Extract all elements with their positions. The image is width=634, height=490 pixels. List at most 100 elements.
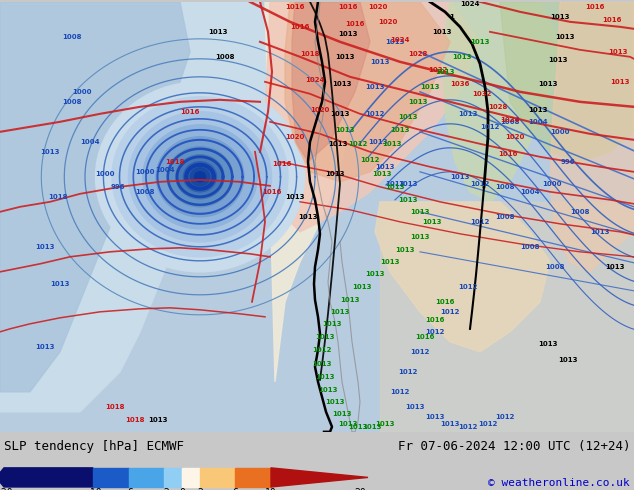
Polygon shape	[200, 468, 235, 487]
Text: 20: 20	[354, 488, 366, 490]
Text: 1000: 1000	[135, 169, 155, 175]
Polygon shape	[265, 2, 350, 382]
Text: 1008: 1008	[495, 214, 515, 220]
Text: 1013: 1013	[605, 264, 624, 270]
Text: 1013: 1013	[36, 244, 55, 250]
Text: 1013: 1013	[375, 164, 395, 170]
Ellipse shape	[183, 162, 216, 192]
Text: 1008: 1008	[500, 119, 520, 125]
Text: 1013: 1013	[313, 361, 332, 367]
Polygon shape	[380, 202, 634, 432]
Text: 1013: 1013	[370, 59, 390, 65]
Text: SLP tendency [hPa] ECMWF: SLP tendency [hPa] ECMWF	[4, 440, 184, 453]
Text: 1024: 1024	[305, 77, 325, 83]
Polygon shape	[442, 2, 560, 202]
Text: 1013: 1013	[208, 29, 228, 35]
Text: 1013: 1013	[368, 139, 388, 145]
Text: 1012: 1012	[360, 157, 380, 163]
Text: 1013: 1013	[148, 417, 168, 423]
Text: 1013: 1013	[470, 39, 489, 45]
Ellipse shape	[176, 155, 224, 199]
Text: 1018: 1018	[165, 159, 184, 165]
Text: 1013: 1013	[332, 81, 352, 87]
Text: 1024: 1024	[500, 117, 520, 123]
Ellipse shape	[156, 137, 244, 217]
Polygon shape	[164, 468, 182, 487]
Text: 1020: 1020	[378, 19, 398, 25]
Text: 1013: 1013	[332, 411, 352, 417]
Text: 996: 996	[111, 184, 126, 190]
Polygon shape	[0, 2, 280, 412]
Text: 1013: 1013	[325, 171, 345, 177]
Text: 1013: 1013	[450, 174, 470, 180]
Ellipse shape	[112, 97, 288, 257]
Text: 1013: 1013	[339, 421, 358, 427]
Ellipse shape	[167, 147, 233, 207]
Polygon shape	[182, 468, 200, 487]
Text: 1013: 1013	[315, 374, 335, 380]
Text: 1012: 1012	[481, 124, 500, 130]
Text: 1013: 1013	[398, 181, 418, 187]
Polygon shape	[500, 2, 634, 162]
Text: 1016: 1016	[498, 151, 518, 157]
Text: 1012: 1012	[425, 329, 444, 335]
Text: 1013: 1013	[385, 181, 404, 187]
Text: 1013: 1013	[608, 49, 628, 55]
Text: 1013: 1013	[458, 111, 478, 117]
Text: 1013: 1013	[322, 321, 342, 327]
Text: 1013: 1013	[362, 424, 382, 430]
Text: 1008: 1008	[62, 34, 82, 40]
Text: 1004: 1004	[528, 119, 548, 125]
Text: 1013: 1013	[538, 341, 558, 347]
Polygon shape	[0, 2, 190, 392]
Polygon shape	[292, 2, 370, 162]
Text: 10: 10	[265, 488, 277, 490]
Text: 1012: 1012	[391, 389, 410, 395]
Text: 1013: 1013	[335, 127, 355, 133]
Text: 1013: 1013	[348, 424, 368, 430]
Text: 1013: 1013	[528, 107, 548, 113]
Text: Fr 07-06-2024 12:00 UTC (12+24): Fr 07-06-2024 12:00 UTC (12+24)	[398, 440, 630, 453]
Text: 1013: 1013	[548, 57, 568, 63]
Text: 1013: 1013	[335, 54, 355, 60]
Text: 1024: 1024	[460, 1, 480, 7]
Text: 1020: 1020	[285, 134, 305, 140]
Text: 1016: 1016	[585, 4, 605, 10]
Text: 1012: 1012	[313, 347, 332, 353]
Text: 1032: 1032	[472, 91, 492, 97]
Text: 1008: 1008	[216, 54, 235, 60]
Text: 1013: 1013	[385, 184, 404, 190]
Polygon shape	[129, 468, 164, 487]
Text: 1013: 1013	[353, 284, 372, 290]
Text: 1008: 1008	[495, 184, 515, 190]
Text: 1013: 1013	[452, 54, 472, 60]
Text: 1016: 1016	[436, 299, 455, 305]
Text: 1013: 1013	[385, 39, 404, 45]
Text: 1020: 1020	[505, 134, 525, 140]
Text: 1000: 1000	[550, 129, 570, 135]
Text: 1012: 1012	[478, 421, 498, 427]
Text: 1008: 1008	[62, 99, 82, 105]
Text: 1013: 1013	[436, 69, 455, 75]
Text: 1013: 1013	[432, 29, 452, 35]
Text: 1012: 1012	[365, 111, 385, 117]
Text: 1013: 1013	[375, 421, 395, 427]
Text: 1016: 1016	[285, 4, 305, 10]
Text: 1013: 1013	[559, 357, 578, 363]
Text: 1028: 1028	[488, 104, 508, 110]
Text: 1013: 1013	[315, 334, 335, 340]
Ellipse shape	[96, 82, 304, 272]
Text: 1013: 1013	[365, 84, 385, 90]
Text: 1016: 1016	[425, 317, 444, 323]
Text: 1016: 1016	[346, 21, 365, 27]
Text: 1018: 1018	[301, 51, 320, 57]
Text: 1013: 1013	[611, 79, 630, 85]
Text: 1032: 1032	[429, 67, 448, 73]
Text: 1000: 1000	[542, 181, 562, 187]
Text: 1013: 1013	[382, 141, 402, 147]
Text: 1018: 1018	[48, 194, 68, 200]
Text: 1013: 1013	[405, 404, 425, 410]
Text: 1013: 1013	[538, 81, 558, 87]
Text: 1013: 1013	[330, 111, 350, 117]
Text: 1012: 1012	[458, 424, 477, 430]
